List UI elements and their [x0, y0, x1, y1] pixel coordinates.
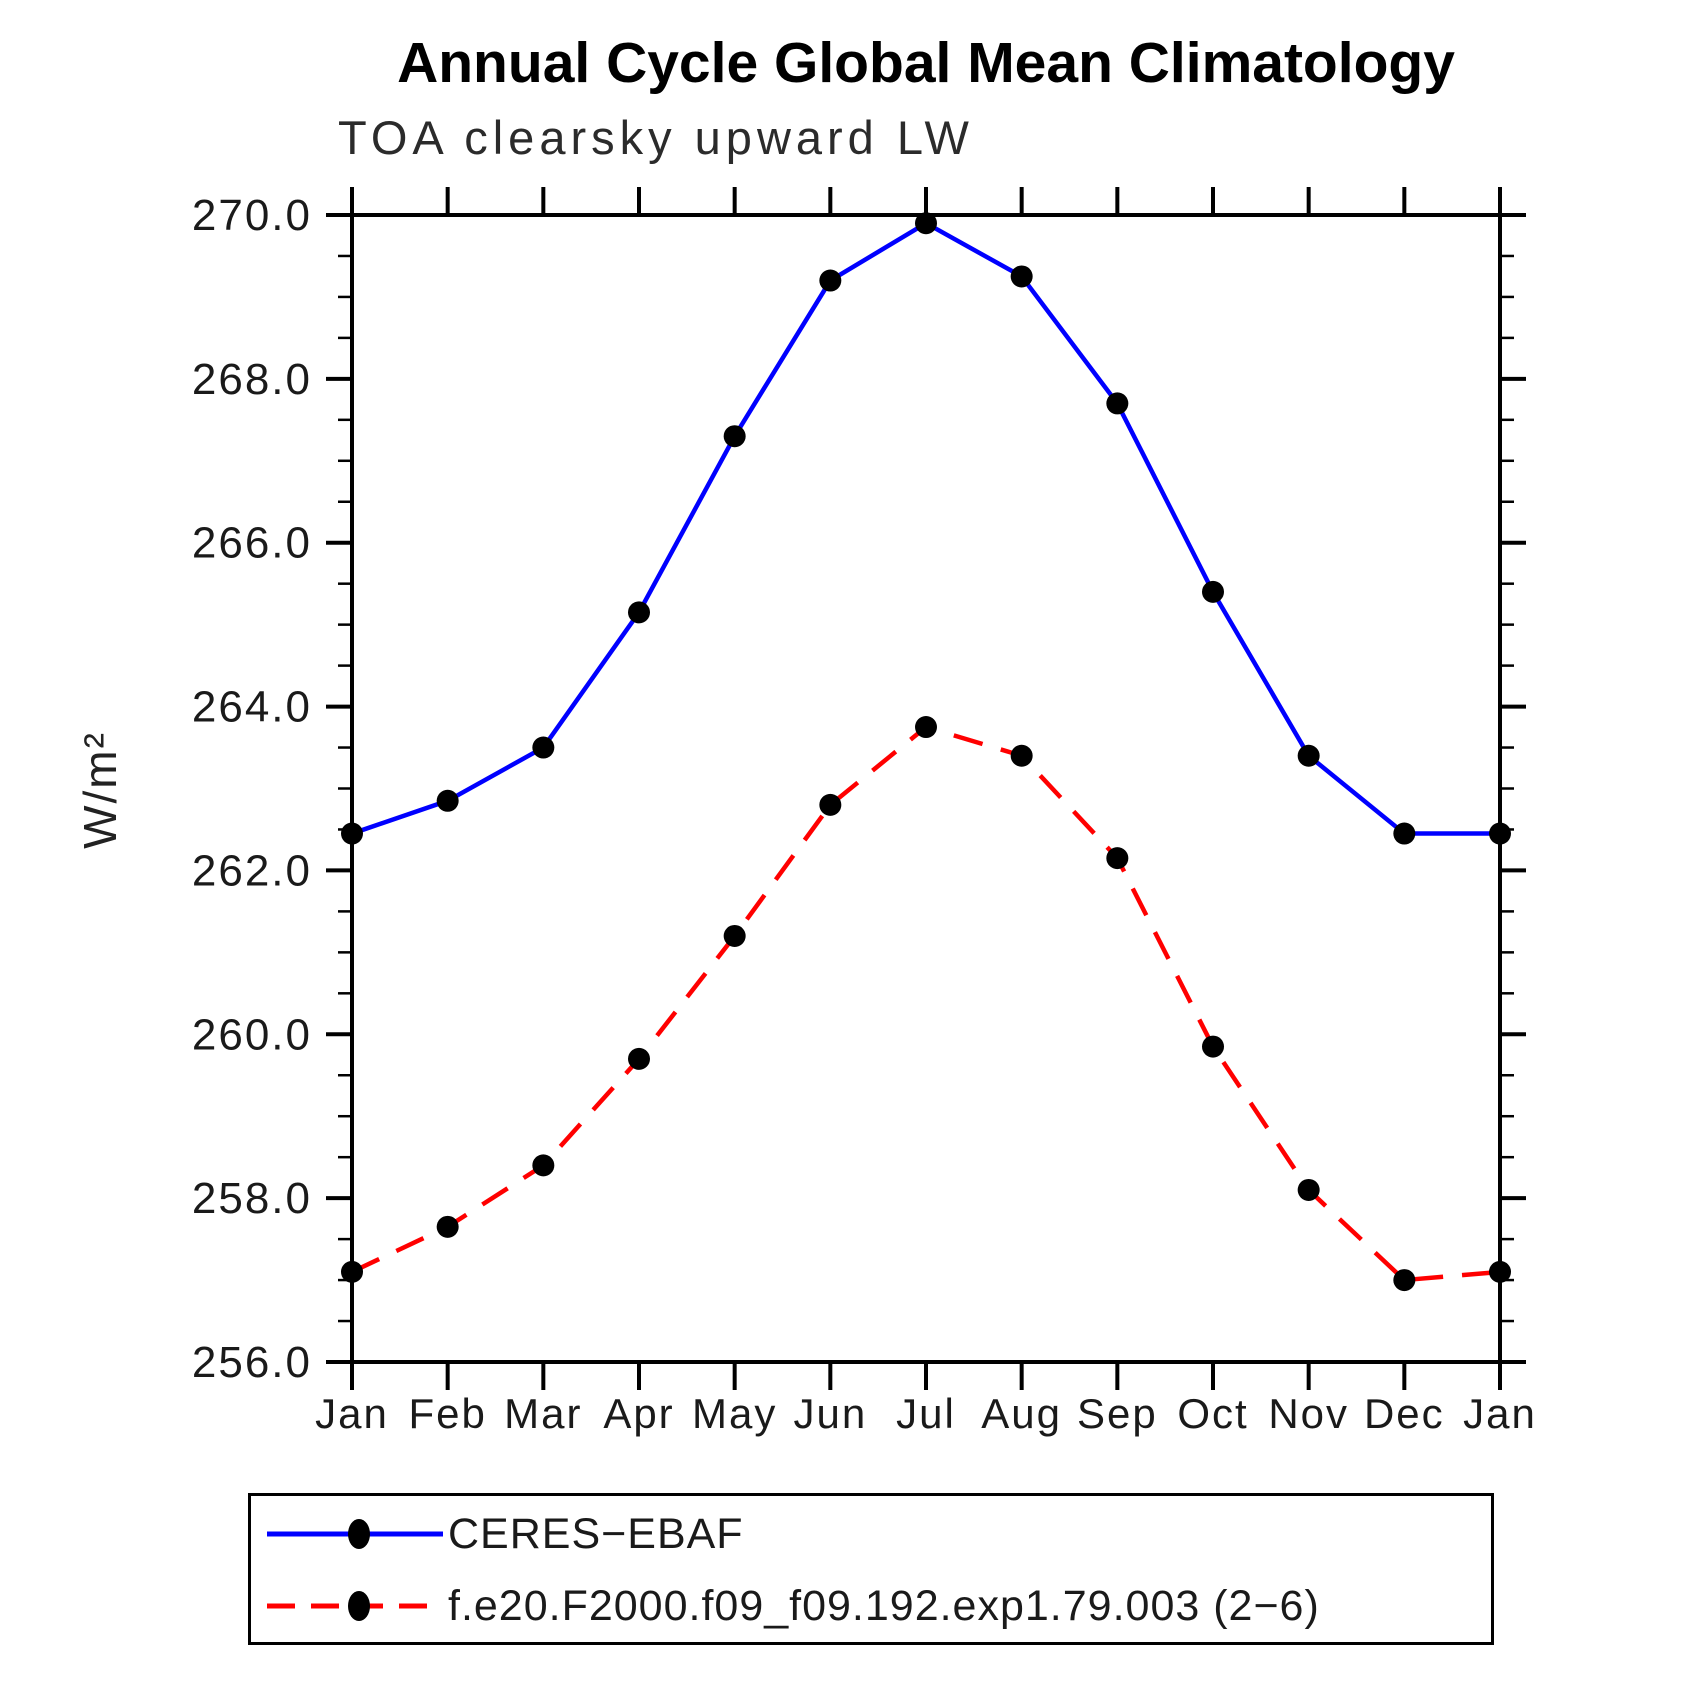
chart-title: Annual Cycle Global Mean Climatology — [397, 31, 1455, 95]
data-point-0-Jan — [1489, 822, 1511, 845]
legend-label-model: f.e20.F2000.f09_f09.192.exp1.79.003 (2−6… — [448, 1581, 1320, 1630]
x-tick-label: Nov — [1268, 1390, 1349, 1437]
x-tick-label: Mar — [504, 1390, 582, 1437]
series-line-0 — [351, 220, 1500, 836]
data-point-1-Feb — [436, 1215, 459, 1238]
data-point-0-Jul — [915, 212, 937, 235]
x-tick-label: Jan — [1463, 1390, 1537, 1437]
data-point-1-May — [723, 924, 746, 947]
data-point-0-Feb — [436, 789, 459, 812]
data-point-0-Oct — [1202, 580, 1224, 603]
y-tick-label: 270.0 — [192, 191, 312, 240]
legend-label-ceres: CERES−EBAF — [448, 1509, 744, 1558]
legend: CERES−EBAF f.e20.F2000.f09_f09.192.exp1.… — [248, 1493, 1494, 1645]
x-tick-label: Oct — [1177, 1390, 1248, 1437]
legend-marker-ceres — [348, 1519, 370, 1549]
data-point-1-Jul — [915, 716, 937, 739]
x-tick-label: Jul — [896, 1390, 956, 1437]
data-point-1-Apr — [628, 1047, 650, 1070]
x-tick-label: Feb — [408, 1390, 486, 1437]
legend-marker-model — [348, 1591, 370, 1621]
x-tick-label: Jun — [793, 1390, 867, 1437]
legend-sample-model — [267, 1591, 443, 1621]
x-tick-label: Aug — [981, 1390, 1062, 1437]
data-point-0-Dec — [1393, 822, 1416, 845]
y-tick-label: 258.0 — [192, 1174, 312, 1223]
data-point-0-Mar — [532, 736, 555, 759]
data-point-1-Jun — [819, 793, 842, 816]
data-point-1-Nov — [1297, 1178, 1320, 1201]
data-point-1-Jan — [341, 1260, 363, 1283]
data-point-1-Dec — [1393, 1269, 1416, 1292]
y-tick-label: 256.0 — [192, 1338, 312, 1387]
y-tick-label: 260.0 — [192, 1010, 312, 1059]
data-point-0-Aug — [1010, 265, 1033, 288]
legend-sample-ceres — [267, 1519, 443, 1549]
y-tick-label: 268.0 — [192, 355, 312, 404]
data-point-0-Sep — [1106, 392, 1129, 415]
data-point-0-Apr — [628, 601, 650, 624]
data-point-0-May — [723, 425, 746, 448]
x-tick-label: Jan — [315, 1390, 389, 1437]
x-tick-label: Dec — [1364, 1390, 1445, 1437]
legend-row-ceres: CERES−EBAF — [251, 1498, 1491, 1570]
data-point-1-Oct — [1202, 1035, 1224, 1058]
x-tick-label: Sep — [1077, 1390, 1158, 1437]
data-point-0-Jan — [341, 822, 363, 845]
x-tick-label: May — [692, 1390, 777, 1437]
y-tick-label: 264.0 — [192, 683, 312, 732]
series-line-1 — [351, 724, 1501, 1283]
data-point-0-Nov — [1297, 744, 1320, 767]
data-point-0-Jun — [819, 269, 842, 292]
plot-border — [350, 213, 1502, 1364]
chart-subtitle: TOA clearsky upward LW — [338, 111, 974, 164]
data-point-1-Jan — [1489, 1260, 1511, 1283]
data-point-1-Sep — [1106, 847, 1129, 870]
legend-row-model: f.e20.F2000.f09_f09.192.exp1.79.003 (2−6… — [251, 1570, 1491, 1642]
y-tick-label: 266.0 — [192, 519, 312, 568]
x-tick-label: Apr — [603, 1390, 674, 1437]
data-point-1-Mar — [532, 1154, 555, 1177]
y-tick-label: 262.0 — [192, 846, 312, 895]
data-point-1-Aug — [1010, 744, 1033, 767]
